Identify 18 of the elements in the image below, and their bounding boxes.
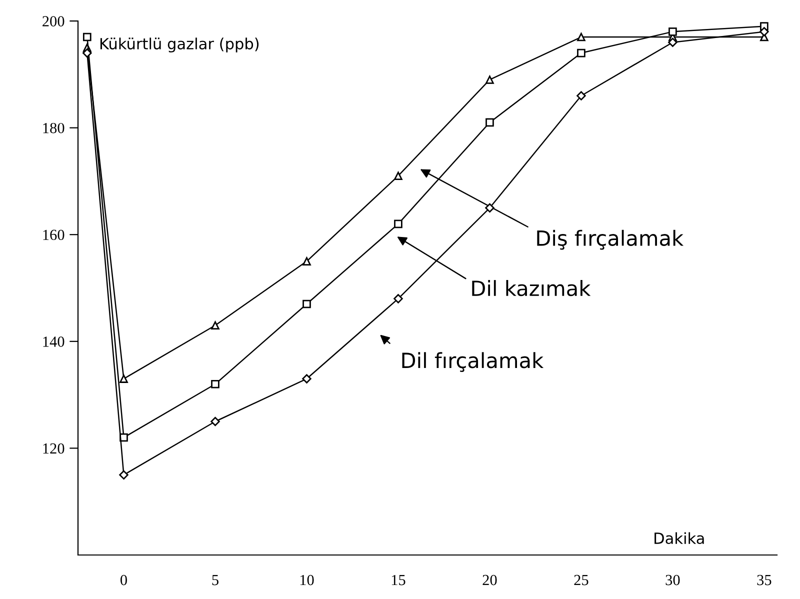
annotation: Diş fırçalamak bbox=[537, 230, 684, 250]
y-tick-label: 160 bbox=[43, 230, 64, 240]
y-axis-title: Kükürtlü gazlar (ppb) bbox=[100, 38, 259, 52]
x-tick-label: 0 bbox=[120, 574, 127, 586]
x-tick-label: 5 bbox=[212, 575, 218, 586]
x-tick-label: 35 bbox=[757, 574, 772, 586]
x-tick-label: 15 bbox=[392, 574, 406, 586]
x-tick-label: 25 bbox=[574, 574, 588, 586]
y-tick-label: 180 bbox=[43, 122, 64, 134]
y-tick-label: 120 bbox=[43, 443, 64, 454]
y-tick-label: 200 bbox=[42, 16, 64, 26]
x-axis-title: Dakika bbox=[654, 532, 704, 544]
x-tick-label: 20 bbox=[482, 574, 497, 586]
annotation: Dil kazımak bbox=[472, 280, 591, 296]
y-tick-label: 140 bbox=[43, 336, 64, 347]
annotation: Dil fırçalamak bbox=[402, 352, 544, 372]
x-tick-label: 30 bbox=[666, 574, 680, 586]
x-tick-label: 10 bbox=[300, 574, 314, 586]
